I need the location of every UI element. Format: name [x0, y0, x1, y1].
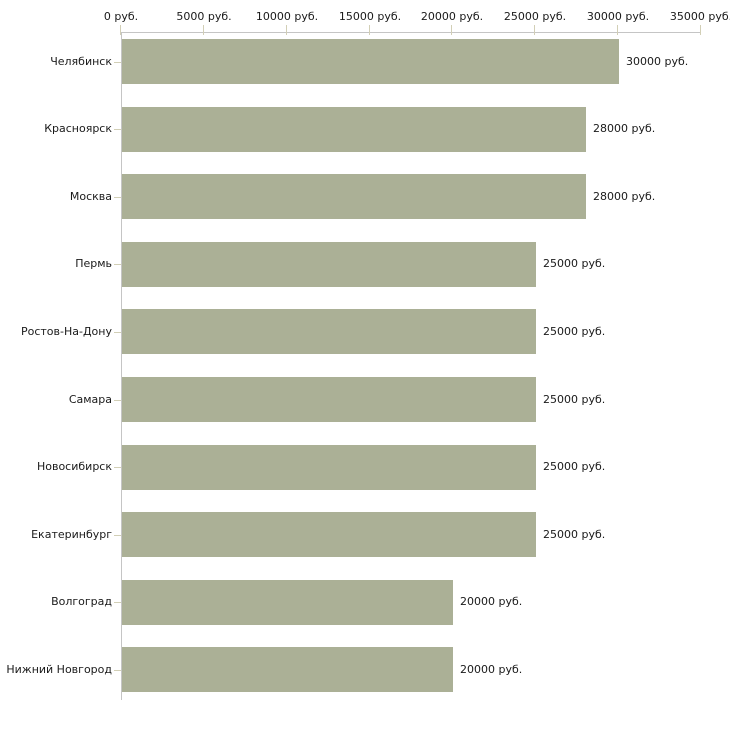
bar-value-label: 25000 руб. — [543, 257, 606, 270]
category-tick — [114, 670, 121, 671]
x-axis-tick — [617, 25, 618, 35]
category-label: Челябинск — [50, 55, 112, 68]
bar-value-label: 25000 руб. — [543, 393, 606, 406]
bar-value-label: 25000 руб. — [543, 325, 606, 338]
bar-value-label: 25000 руб. — [543, 528, 606, 541]
category-label: Волгоград — [51, 595, 112, 608]
bar — [122, 445, 536, 490]
bar-value-label: 30000 руб. — [626, 55, 689, 68]
category-label: Пермь — [75, 257, 112, 270]
x-axis-tick — [369, 25, 370, 35]
bar — [122, 242, 536, 287]
x-axis-line — [121, 32, 701, 33]
bar — [122, 174, 586, 219]
x-axis-tick-label: 5000 руб. — [176, 10, 232, 23]
y-axis-line — [121, 32, 122, 700]
category-tick — [114, 332, 121, 333]
category-label: Красноярск — [44, 122, 112, 135]
bar-value-label: 20000 руб. — [460, 663, 523, 676]
x-axis-tick — [700, 25, 701, 35]
category-tick — [114, 129, 121, 130]
category-tick — [114, 467, 121, 468]
x-axis-tick-label: 0 руб. — [103, 10, 139, 23]
bar — [122, 377, 536, 422]
category-label: Москва — [69, 190, 112, 203]
category-label: Ростов-На-Дону — [20, 325, 112, 338]
bar — [122, 309, 536, 354]
category-tick — [114, 535, 121, 536]
x-axis-tick-label: 20000 руб. — [420, 10, 484, 23]
x-axis-tick — [451, 25, 452, 35]
bar — [122, 107, 586, 152]
x-axis-tick-label: 25000 руб. — [503, 10, 567, 23]
bar-value-label: 28000 руб. — [593, 190, 656, 203]
category-tick — [114, 62, 121, 63]
x-axis-tick-label: 30000 руб. — [586, 10, 650, 23]
x-axis-tick — [286, 25, 287, 35]
category-label: Новосибирск — [36, 460, 112, 473]
category-tick — [114, 264, 121, 265]
category-label: Самара — [68, 393, 112, 406]
bar-value-label: 28000 руб. — [593, 122, 656, 135]
bar — [122, 647, 453, 692]
bar — [122, 580, 453, 625]
x-axis-tick — [534, 25, 535, 35]
category-label: Екатеринбург — [31, 528, 112, 541]
category-label: Нижний Новгород — [6, 663, 112, 676]
category-tick — [114, 602, 121, 603]
bar — [122, 512, 536, 557]
x-axis-tick-label: 10000 руб. — [255, 10, 319, 23]
x-axis-tick-label: 35000 руб. — [669, 10, 730, 23]
x-axis-tick — [120, 25, 121, 35]
bar — [122, 39, 619, 84]
bar-value-label: 20000 руб. — [460, 595, 523, 608]
category-tick — [114, 400, 121, 401]
bar-value-label: 25000 руб. — [543, 460, 606, 473]
x-axis-tick-label: 15000 руб. — [338, 10, 402, 23]
x-axis-tick — [203, 25, 204, 35]
category-tick — [114, 197, 121, 198]
